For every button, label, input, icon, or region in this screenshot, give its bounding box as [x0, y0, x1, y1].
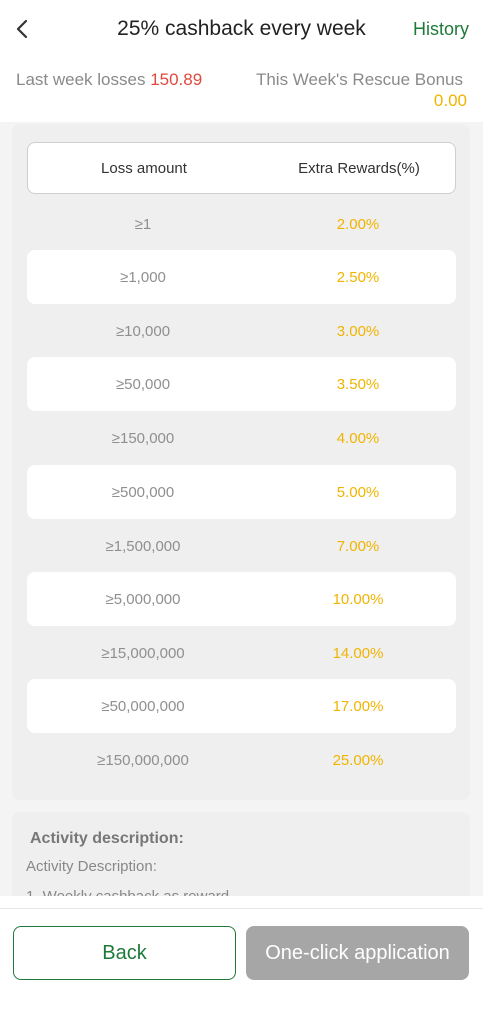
footer-divider: [0, 908, 483, 909]
chevron-left-icon: [16, 19, 28, 39]
description-subtitle: Activity Description:: [26, 858, 157, 875]
losses-label: Last week losses: [16, 70, 146, 89]
reward-table: Loss amount Extra Rewards(%) ≥1 2.00% ≥1…: [12, 124, 470, 800]
reward-percent: 5.00%: [336, 483, 380, 501]
table-row: ≥10,000 3.00%: [27, 304, 456, 358]
loss-threshold: ≥150,000,000: [97, 751, 189, 769]
reward-percent: 10.00%: [332, 590, 384, 608]
table-row: ≥5,000,000 10.00%: [27, 572, 456, 626]
one-click-application-button[interactable]: One-click application: [246, 926, 469, 980]
reward-percent: 3.00%: [336, 322, 380, 340]
loss-threshold: ≥15,000,000: [101, 644, 185, 662]
rescue-bonus-label: This Week's Rescue Bonus: [255, 70, 463, 89]
last-week-losses: Last week losses 150.89: [16, 70, 202, 90]
table-row: ≥1,000 2.50%: [27, 250, 456, 304]
reward-percent: 2.50%: [336, 268, 380, 286]
reward-percent: 3.50%: [336, 375, 380, 393]
reward-percent: 2.00%: [336, 215, 380, 233]
loss-threshold: ≥1,500,000: [105, 537, 181, 555]
back-button[interactable]: Back: [13, 926, 236, 980]
back-arrow-button[interactable]: [10, 17, 34, 41]
table-row: ≥50,000 3.50%: [27, 357, 456, 411]
header-extra-rewards: Extra Rewards(%): [298, 159, 420, 177]
footer-actions: Back One-click application: [0, 896, 483, 1024]
header-loss-amount: Loss amount: [101, 159, 187, 177]
reward-percent: 4.00%: [336, 429, 380, 447]
loss-threshold: ≥1: [134, 215, 152, 233]
loss-threshold: ≥50,000: [115, 375, 171, 393]
reward-percent: 7.00%: [336, 537, 380, 555]
weekly-summary: Last week losses 150.89 This Week's Resc…: [0, 58, 483, 122]
page-title: 25% cashback every week: [117, 17, 366, 40]
reward-percent: 14.00%: [332, 644, 384, 662]
reward-percent: 17.00%: [332, 697, 384, 715]
loss-threshold: ≥10,000: [115, 322, 171, 340]
table-header: Loss amount Extra Rewards(%): [27, 142, 456, 194]
top-bar: 25% cashback every week History: [0, 0, 483, 58]
table-row: ≥1,500,000 7.00%: [27, 519, 456, 573]
table-row: ≥150,000 4.00%: [27, 411, 456, 465]
description-title: Activity description:: [30, 830, 184, 847]
table-row: ≥1 2.00%: [27, 197, 456, 251]
table-row: ≥50,000,000 17.00%: [27, 679, 456, 733]
rescue-bonus-value: 0.00: [433, 91, 467, 110]
history-link[interactable]: History: [412, 19, 469, 39]
loss-threshold: ≥150,000: [111, 429, 175, 447]
loss-threshold: ≥50,000,000: [101, 697, 185, 715]
table-row: ≥150,000,000 25.00%: [27, 733, 456, 787]
losses-value: 150.89: [150, 70, 203, 89]
table-row: ≥500,000 5.00%: [27, 465, 456, 519]
loss-threshold: ≥500,000: [111, 483, 175, 501]
loss-threshold: ≥1,000: [120, 268, 166, 286]
table-row: ≥15,000,000 14.00%: [27, 626, 456, 680]
loss-threshold: ≥5,000,000: [105, 590, 181, 608]
reward-percent: 25.00%: [332, 751, 384, 769]
